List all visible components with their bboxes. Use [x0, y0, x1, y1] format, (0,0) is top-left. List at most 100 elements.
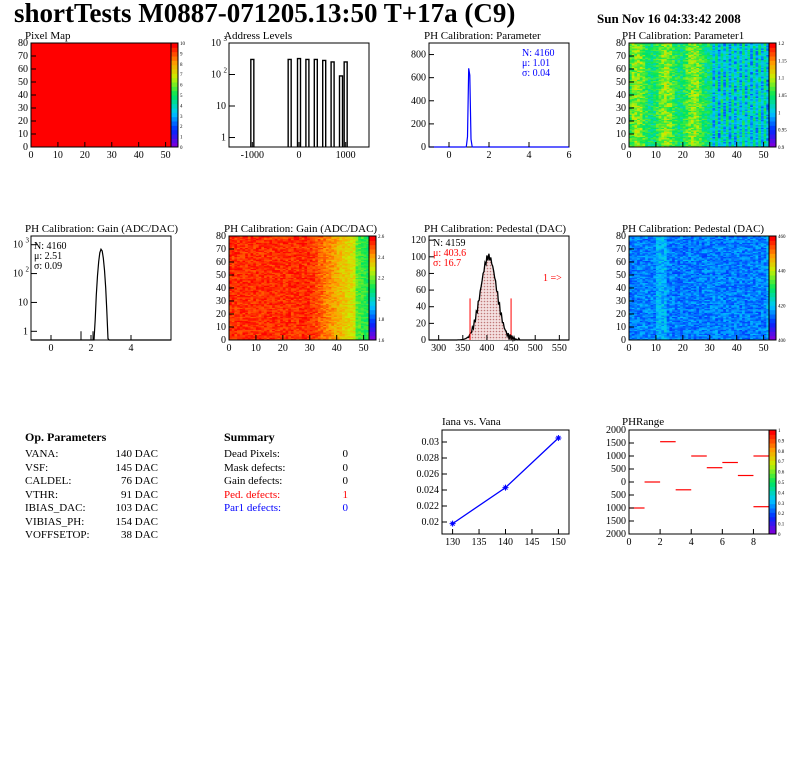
parameter1-map-cell	[661, 130, 665, 132]
parameter1-map-cell	[696, 104, 700, 106]
parameter1-map-cell	[637, 139, 641, 141]
parameter1-map-cell	[707, 135, 711, 137]
parameter1-map-cell	[742, 141, 746, 144]
parameter1-map-cell	[696, 124, 700, 127]
parameter1-map-cell	[690, 124, 694, 127]
parameter1-map-cell	[731, 127, 735, 130]
parameter1-map-cell	[701, 139, 705, 141]
parameter1-map-cell	[712, 110, 716, 113]
parameter1-map-cell	[629, 117, 632, 119]
parameter1-map-cell	[720, 143, 724, 145]
parameter1-map-cell	[731, 144, 735, 146]
parameter1-map-cell	[696, 111, 700, 114]
parameter1-map-cell	[717, 110, 721, 113]
parameter1-map-cell	[658, 108, 662, 110]
parameter1-map-cell	[674, 113, 678, 115]
parameter1-map-cell	[750, 124, 754, 127]
parameter1-map-cell	[739, 101, 743, 104]
parameter1-map-cell	[717, 111, 721, 114]
parameter1-map-cell	[701, 143, 705, 145]
parameter1-map-cell	[637, 101, 641, 104]
parameter1-map-cell	[642, 98, 646, 101]
parameter1-map-cell	[674, 105, 678, 107]
parameter1-palette-label: 1	[778, 111, 781, 116]
parameter1-map-cell	[666, 135, 670, 137]
parameter1-map-cell	[682, 135, 686, 137]
parameter1-map-cell	[758, 130, 762, 132]
parameter1-map-cell	[690, 140, 694, 143]
parameter1-map-cell	[672, 110, 676, 113]
parameter1-map-cell	[653, 106, 657, 109]
summary-row: Gain defects: 0	[224, 475, 348, 489]
parameter1-map-cell	[682, 139, 686, 141]
parameter1-map-cell	[763, 121, 767, 123]
parameter1-map-cell	[631, 134, 635, 136]
parameter1-map-cell	[661, 144, 665, 146]
parameter1-map-cell	[661, 111, 665, 114]
parameter1-map-cell	[709, 131, 713, 133]
parameter1-map-cell	[723, 139, 727, 141]
parameter1-map-cell	[639, 134, 643, 136]
parameter1-map-cell	[755, 108, 759, 110]
parameter1-map-cell	[631, 139, 635, 141]
parameter1-map-cell	[653, 110, 657, 113]
parameter1-map-cell	[653, 126, 657, 128]
parameter1-map-cell	[629, 139, 632, 141]
parameter1-map-cell	[715, 141, 719, 144]
parameter1-map-cell	[739, 143, 743, 145]
parameter1-map-cell	[642, 121, 646, 123]
parameter1-map-cell	[690, 121, 694, 123]
parameter1-map-cell	[712, 115, 716, 118]
parameter1-map-cell	[720, 139, 724, 141]
parameter1-map-cell	[661, 106, 665, 109]
parameter1-map-cell	[701, 137, 705, 140]
parameter1-map-cell	[755, 114, 759, 117]
parameter1-map-cell	[664, 98, 667, 101]
parameter1-map-cell	[645, 97, 649, 100]
parameter1-map-cell	[728, 137, 732, 140]
parameter1-map-cell	[701, 101, 705, 104]
parameter1-map-cell	[682, 134, 686, 136]
parameter1-map-cell	[645, 122, 649, 124]
parameter1-map-cell	[645, 140, 649, 143]
parameter1-map-cell	[682, 105, 686, 107]
parameter1-map-cell	[760, 123, 764, 126]
parameter1-map-cell	[701, 115, 705, 118]
parameter1-map-cell	[642, 140, 646, 143]
parameter1-map-cell	[758, 102, 762, 105]
parameter1-map-cell	[725, 115, 729, 118]
parameter1-map-cell	[642, 144, 646, 146]
parameter1-map-cell	[666, 100, 670, 102]
pixel-map-palette-swatch	[171, 56, 178, 61]
pixel-map-palette-label: 0	[180, 146, 183, 151]
op-param-value: 154 DAC	[115, 515, 158, 528]
parameter1-map-cell	[725, 118, 729, 120]
parameter1-map-cell	[720, 101, 724, 104]
parameter1-map-cell	[758, 113, 762, 115]
parameter1-map-cell	[701, 109, 705, 111]
parameter1-map-cell	[680, 101, 684, 104]
parameter1-map-cell	[693, 109, 697, 111]
parameter1-map-cell	[629, 114, 632, 117]
parameter1-map-cell	[655, 140, 659, 143]
parameter1-map-cell	[642, 132, 646, 135]
parameter1-map-cell	[696, 101, 700, 104]
parameter1-map-cell	[720, 136, 724, 139]
parameter1-map-cell	[666, 128, 670, 131]
pixel-map-x-tick-label: 0	[29, 150, 34, 161]
parameter1-map-cell	[747, 135, 751, 137]
parameter1-map-cell	[731, 118, 735, 120]
parameter1-map-cell	[685, 137, 689, 140]
parameter1-map-cell	[766, 121, 770, 123]
parameter1-map-cell	[690, 97, 694, 100]
parameter1-map-cell	[720, 140, 724, 143]
parameter1-map-cell	[704, 114, 708, 117]
parameter1-map-cell	[744, 109, 748, 111]
parameter1-map-cell	[699, 124, 702, 127]
parameter1-map-cell	[715, 135, 719, 137]
parameter1-map-cell	[677, 126, 681, 128]
parameter1-map-cell	[699, 100, 702, 102]
parameter1-map-cell	[734, 98, 737, 101]
parameter1-map-cell	[744, 117, 748, 119]
parameter1-map-cell	[736, 130, 740, 132]
